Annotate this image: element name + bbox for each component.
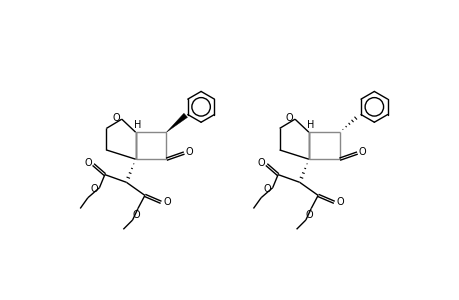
Text: O: O bbox=[263, 184, 270, 194]
Text: O: O bbox=[257, 158, 264, 168]
Text: O: O bbox=[163, 196, 171, 206]
Text: O: O bbox=[84, 158, 91, 168]
Text: O: O bbox=[336, 196, 343, 206]
Text: O: O bbox=[132, 210, 140, 220]
Polygon shape bbox=[166, 113, 187, 132]
Text: H: H bbox=[306, 119, 313, 130]
Text: O: O bbox=[285, 113, 293, 123]
Text: O: O bbox=[90, 184, 98, 194]
Text: H: H bbox=[133, 119, 140, 130]
Text: O: O bbox=[358, 147, 366, 157]
Text: O: O bbox=[185, 147, 193, 157]
Text: O: O bbox=[305, 210, 313, 220]
Text: O: O bbox=[112, 113, 120, 123]
